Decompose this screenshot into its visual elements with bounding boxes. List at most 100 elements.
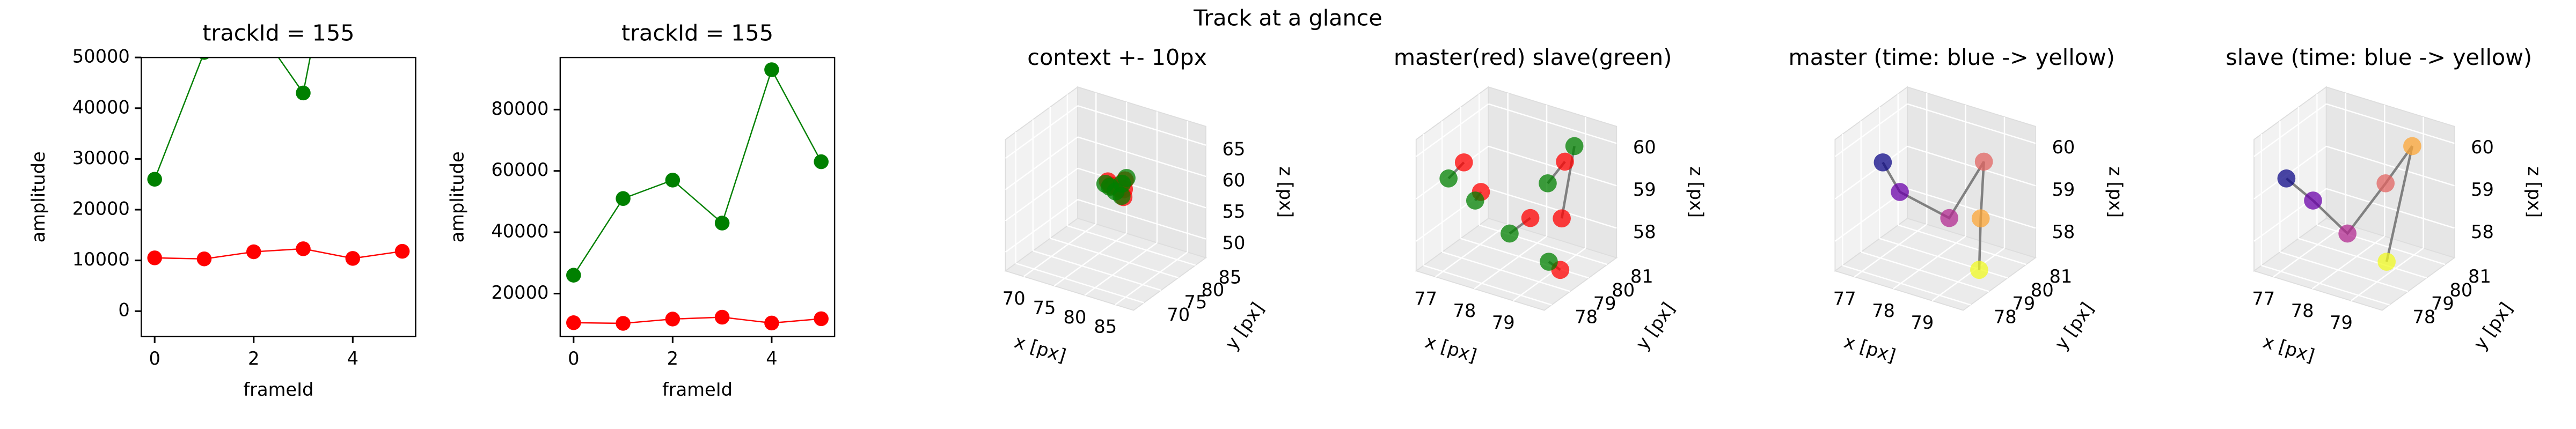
- point: [814, 311, 829, 327]
- y-tick-label: 81: [2049, 266, 2072, 287]
- x-tick-label: 77: [1833, 289, 1856, 309]
- point: [814, 154, 829, 169]
- y-tick-label: 60000: [491, 159, 548, 180]
- grid-line: [1033, 250, 1161, 291]
- z-tick-label: 50: [1223, 232, 1246, 253]
- x-tick-label: 77: [2252, 289, 2275, 309]
- y-tick-label: 40000: [491, 221, 548, 242]
- point: [2376, 174, 2395, 193]
- point: [665, 312, 680, 327]
- point: [714, 216, 730, 231]
- grid-line: [1115, 252, 1188, 306]
- y-tick-label: 80: [1612, 279, 1635, 300]
- point: [2338, 224, 2357, 243]
- series-line: [154, 57, 311, 180]
- x-axis-label: x [px]: [2260, 331, 2317, 366]
- z-tick-label: 60: [1633, 137, 1656, 158]
- z-tick-label: 60: [1223, 170, 1246, 191]
- grid-line: [1488, 145, 1617, 187]
- x-axis-label: frameId: [662, 379, 733, 400]
- point: [1970, 261, 1988, 279]
- x-tick-label: 80: [1064, 307, 1087, 328]
- z-tick-label: 55: [1223, 201, 1246, 222]
- point: [1521, 209, 1540, 227]
- z-tick-label: 58: [2052, 221, 2075, 242]
- point: [147, 172, 162, 187]
- y-tick-label: 80: [1201, 279, 1224, 300]
- grid-line: [1067, 225, 1196, 266]
- point: [1439, 169, 1458, 188]
- z-axis-label: z [px]: [1275, 166, 1296, 218]
- z-tick-label: 58: [1633, 221, 1656, 242]
- x-tick-label: 79: [2330, 312, 2353, 333]
- point: [345, 251, 361, 266]
- y-tick-label: 79: [2431, 293, 2454, 314]
- y-tick-label: 50000: [72, 46, 130, 67]
- grid-line: [1861, 251, 1989, 292]
- x-tick-label: 79: [1911, 312, 1934, 333]
- grid-line: [1834, 145, 1908, 199]
- point: [2277, 169, 2296, 188]
- x-tick-label: 77: [1414, 289, 1437, 309]
- y-axis-label: y [px]: [1631, 299, 1679, 354]
- x-tick-label: 78: [2291, 300, 2314, 321]
- grid-line: [1005, 167, 1078, 221]
- point: [2304, 191, 2322, 210]
- x-tick-label: 4: [347, 348, 358, 369]
- grid-line: [1907, 145, 2036, 187]
- point: [1565, 137, 1584, 156]
- y-tick-label: 20000: [491, 282, 548, 303]
- series-line: [573, 68, 822, 276]
- x-axis-label: frameId: [243, 379, 313, 400]
- grid-line: [1834, 103, 1908, 157]
- grid-line: [1005, 199, 1078, 253]
- grid-line: [1077, 198, 1206, 240]
- point: [566, 315, 581, 330]
- y-tick-label: 30000: [72, 147, 130, 168]
- x-tick-label: 2: [667, 348, 678, 369]
- x-axis-label: x [px]: [1842, 331, 1898, 366]
- grid-line: [2253, 103, 2327, 157]
- z-tick-label: 59: [2052, 179, 2075, 200]
- grid-line: [2326, 145, 2455, 187]
- x-tick-label: 78: [1872, 300, 1895, 321]
- grid-line: [1423, 264, 1552, 306]
- y-axis-label: amplitude: [447, 151, 468, 242]
- grid-line: [1015, 262, 1144, 304]
- chart-title: slave (time: blue -> yellow): [2226, 45, 2532, 70]
- back-pane: [2325, 86, 2455, 258]
- point: [1874, 153, 1892, 172]
- y-tick-label: 81: [1630, 266, 1653, 287]
- y-tick-label: 79: [2012, 293, 2035, 314]
- x-tick-label: 85: [1094, 316, 1117, 337]
- z-tick-label: 58: [2471, 221, 2494, 242]
- point: [296, 85, 311, 101]
- grid-line: [1005, 105, 1078, 159]
- point: [1454, 153, 1473, 172]
- y-tick-label: 80: [2450, 279, 2473, 300]
- point: [1940, 209, 1959, 227]
- y-axis-label: y [px]: [2469, 299, 2516, 354]
- y-tick-label: 20000: [72, 198, 130, 219]
- grid-line: [2326, 188, 2455, 229]
- chart-title: master (time: blue -> yellow): [1789, 45, 2115, 70]
- z-tick-label: 60: [2471, 137, 2494, 158]
- y-axis-label: amplitude: [28, 151, 49, 242]
- y-tick-label: 80: [2031, 279, 2054, 300]
- y-tick-label: 78: [1994, 307, 2017, 328]
- x-axis-label: x [px]: [1423, 331, 1479, 366]
- grid-line: [1077, 136, 1206, 177]
- y-tick-label: 40000: [72, 97, 130, 117]
- y-tick-label: 79: [1593, 293, 1616, 314]
- point: [1466, 191, 1484, 210]
- x-tick-label: 78: [1453, 300, 1476, 321]
- grid-line: [1907, 188, 2036, 229]
- grid-line: [1931, 247, 2005, 301]
- plot-area: [147, 57, 410, 267]
- grid-line: [2317, 224, 2446, 265]
- grid-line: [2351, 247, 2424, 301]
- z-axis-label: z [px]: [1686, 166, 1707, 218]
- grid-line: [1842, 264, 1971, 306]
- grid-line: [1435, 224, 1509, 278]
- x-tick-label: 2: [248, 348, 259, 369]
